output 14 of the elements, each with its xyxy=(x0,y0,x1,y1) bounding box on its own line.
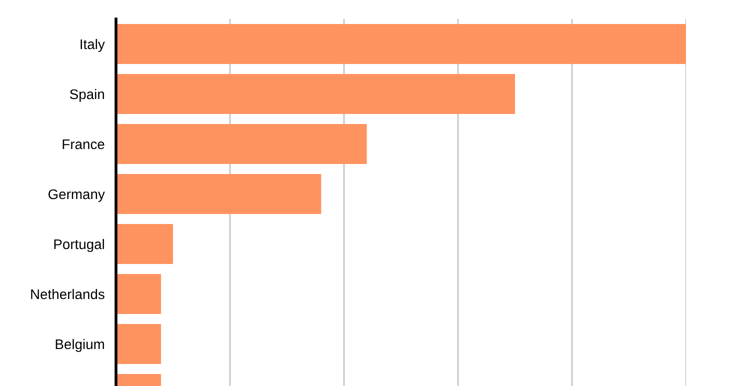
bar xyxy=(116,24,686,64)
y-tick-label: Netherlands xyxy=(31,288,104,300)
y-tick-label: Germany xyxy=(48,189,105,202)
bar xyxy=(116,324,162,364)
bar xyxy=(116,124,367,164)
y-tick-label: Spain xyxy=(70,88,104,102)
bar xyxy=(116,224,173,264)
y-tick-label: Portugal xyxy=(54,238,104,252)
bar xyxy=(116,174,322,214)
y-tick-label: Belgium xyxy=(56,338,104,352)
bar xyxy=(116,274,162,314)
bar xyxy=(116,74,515,114)
y-tick-label: Italy xyxy=(80,38,105,52)
y-tick-label: France xyxy=(62,139,104,150)
